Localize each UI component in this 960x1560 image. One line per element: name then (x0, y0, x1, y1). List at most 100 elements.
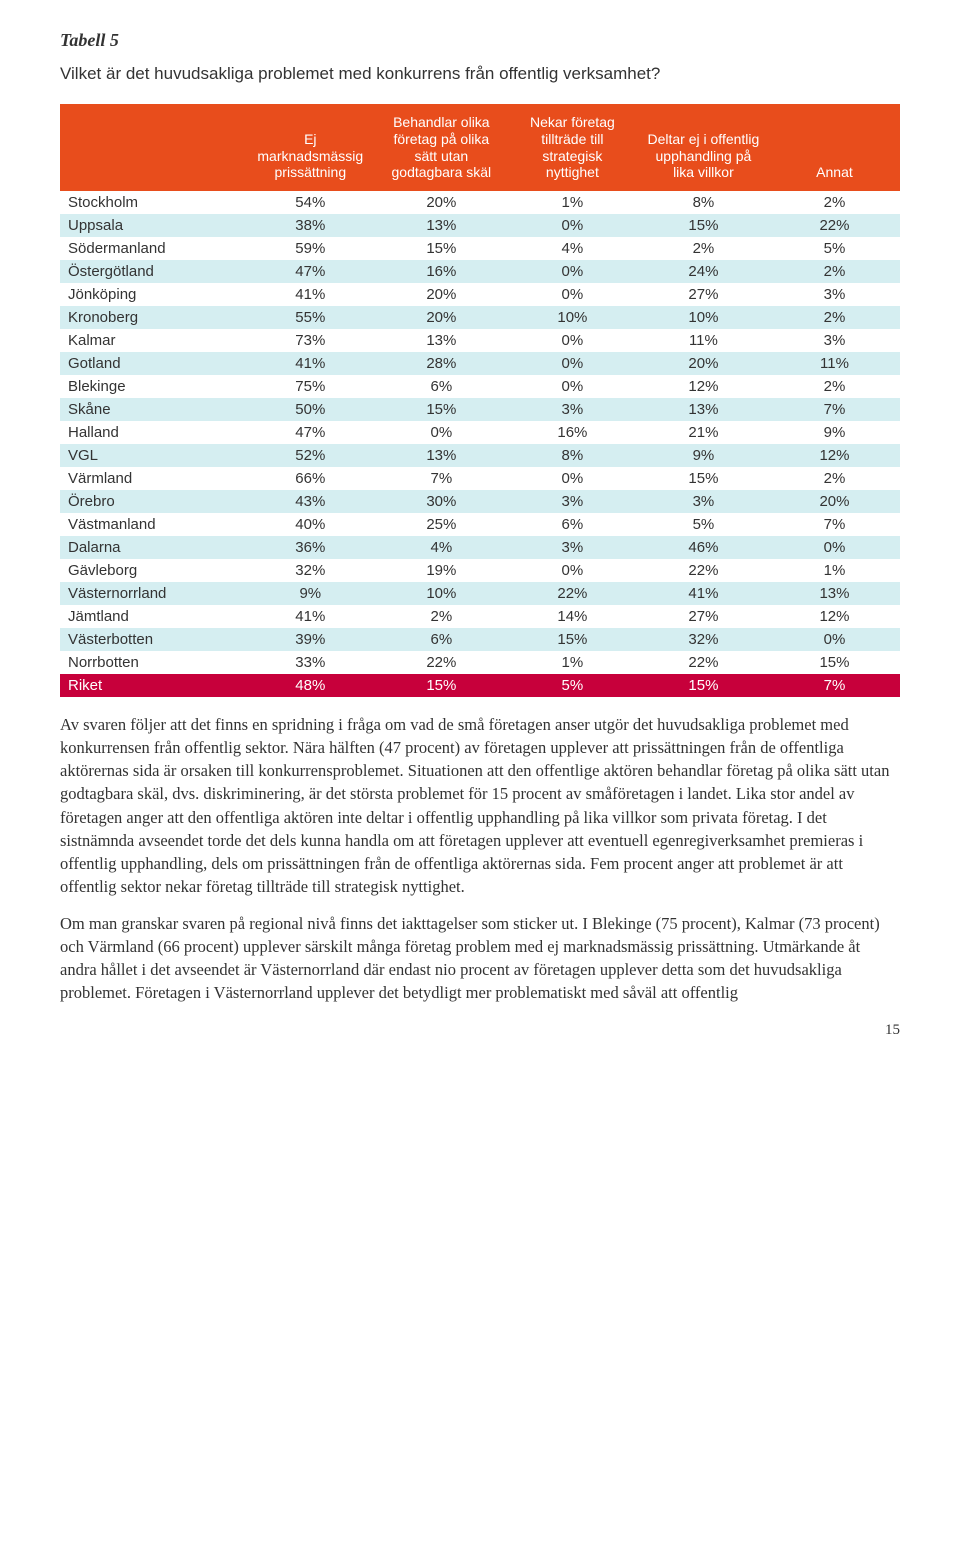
summary-row: Riket48%15%5%15%7% (60, 674, 900, 697)
row-label: Dalarna (60, 536, 245, 559)
cell-value: 47% (245, 421, 376, 444)
cell-value: 0% (507, 559, 638, 582)
cell-value: 33% (245, 651, 376, 674)
row-label: Västmanland (60, 513, 245, 536)
cell-value: 54% (245, 191, 376, 214)
cell-value: 11% (769, 352, 900, 375)
cell-value: 9% (638, 444, 769, 467)
cell-value: 55% (245, 306, 376, 329)
data-table: Ej marknadsmässig prissättningBehandlar … (60, 104, 900, 697)
cell-value: 7% (769, 674, 900, 697)
cell-value: 1% (769, 559, 900, 582)
table-row: Gotland41%28%0%20%11% (60, 352, 900, 375)
table-row: Dalarna36%4%3%46%0% (60, 536, 900, 559)
cell-value: 48% (245, 674, 376, 697)
cell-value: 12% (769, 444, 900, 467)
cell-value: 9% (245, 582, 376, 605)
cell-value: 15% (376, 674, 507, 697)
row-label: Gotland (60, 352, 245, 375)
table-row: Skåne50%15%3%13%7% (60, 398, 900, 421)
cell-value: 75% (245, 375, 376, 398)
row-label: Stockholm (60, 191, 245, 214)
cell-value: 2% (769, 306, 900, 329)
cell-value: 2% (769, 375, 900, 398)
cell-value: 3% (638, 490, 769, 513)
table-header: Ej marknadsmässig prissättningBehandlar … (60, 104, 900, 191)
cell-value: 20% (638, 352, 769, 375)
cell-value: 14% (507, 605, 638, 628)
cell-value: 12% (638, 375, 769, 398)
cell-value: 41% (638, 582, 769, 605)
cell-value: 41% (245, 352, 376, 375)
table-row: Västmanland40%25%6%5%7% (60, 513, 900, 536)
cell-value: 10% (507, 306, 638, 329)
column-header (60, 104, 245, 191)
row-label: Örebro (60, 490, 245, 513)
table-row: Kronoberg55%20%10%10%2% (60, 306, 900, 329)
table-row: Norrbotten33%22%1%22%15% (60, 651, 900, 674)
table-row: Stockholm54%20%1%8%2% (60, 191, 900, 214)
row-label: Kronoberg (60, 306, 245, 329)
cell-value: 0% (507, 375, 638, 398)
table-row: Halland47%0%16%21%9% (60, 421, 900, 444)
cell-value: 28% (376, 352, 507, 375)
cell-value: 27% (638, 283, 769, 306)
cell-value: 43% (245, 490, 376, 513)
cell-value: 2% (769, 260, 900, 283)
cell-value: 4% (376, 536, 507, 559)
cell-value: 6% (507, 513, 638, 536)
cell-value: 50% (245, 398, 376, 421)
cell-value: 22% (376, 651, 507, 674)
cell-value: 16% (507, 421, 638, 444)
cell-value: 8% (507, 444, 638, 467)
row-label: Östergötland (60, 260, 245, 283)
cell-value: 41% (245, 605, 376, 628)
cell-value: 15% (638, 674, 769, 697)
row-label: Gävleborg (60, 559, 245, 582)
cell-value: 19% (376, 559, 507, 582)
row-label: Västerbotten (60, 628, 245, 651)
column-header: Annat (769, 104, 900, 191)
cell-value: 13% (376, 214, 507, 237)
cell-value: 24% (638, 260, 769, 283)
cell-value: 2% (638, 237, 769, 260)
cell-value: 47% (245, 260, 376, 283)
table-row: Gävleborg32%19%0%22%1% (60, 559, 900, 582)
cell-value: 3% (769, 329, 900, 352)
body-text: Av svaren följer att det finns en spridn… (60, 713, 900, 1004)
paragraph: Om man granskar svaren på regional nivå … (60, 912, 900, 1004)
cell-value: 21% (638, 421, 769, 444)
cell-value: 39% (245, 628, 376, 651)
table-row: Kalmar73%13%0%11%3% (60, 329, 900, 352)
cell-value: 8% (638, 191, 769, 214)
cell-value: 7% (769, 398, 900, 421)
page-number: 15 (60, 1022, 900, 1039)
cell-value: 0% (507, 283, 638, 306)
table-row: Värmland66%7%0%15%2% (60, 467, 900, 490)
cell-value: 36% (245, 536, 376, 559)
column-header: Ej marknadsmässig prissättning (245, 104, 376, 191)
table-row: Blekinge75%6%0%12%2% (60, 375, 900, 398)
table-row: Jämtland41%2%14%27%12% (60, 605, 900, 628)
cell-value: 0% (507, 260, 638, 283)
row-label: Blekinge (60, 375, 245, 398)
cell-value: 0% (507, 352, 638, 375)
cell-value: 13% (376, 444, 507, 467)
cell-value: 27% (638, 605, 769, 628)
row-label: Riket (60, 674, 245, 697)
row-label: Skåne (60, 398, 245, 421)
cell-value: 13% (638, 398, 769, 421)
cell-value: 3% (507, 536, 638, 559)
cell-value: 52% (245, 444, 376, 467)
cell-value: 15% (376, 398, 507, 421)
cell-value: 20% (376, 191, 507, 214)
cell-value: 46% (638, 536, 769, 559)
cell-value: 15% (769, 651, 900, 674)
cell-value: 2% (769, 467, 900, 490)
cell-value: 32% (638, 628, 769, 651)
cell-value: 22% (507, 582, 638, 605)
cell-value: 0% (376, 421, 507, 444)
cell-value: 22% (638, 559, 769, 582)
cell-value: 59% (245, 237, 376, 260)
cell-value: 11% (638, 329, 769, 352)
